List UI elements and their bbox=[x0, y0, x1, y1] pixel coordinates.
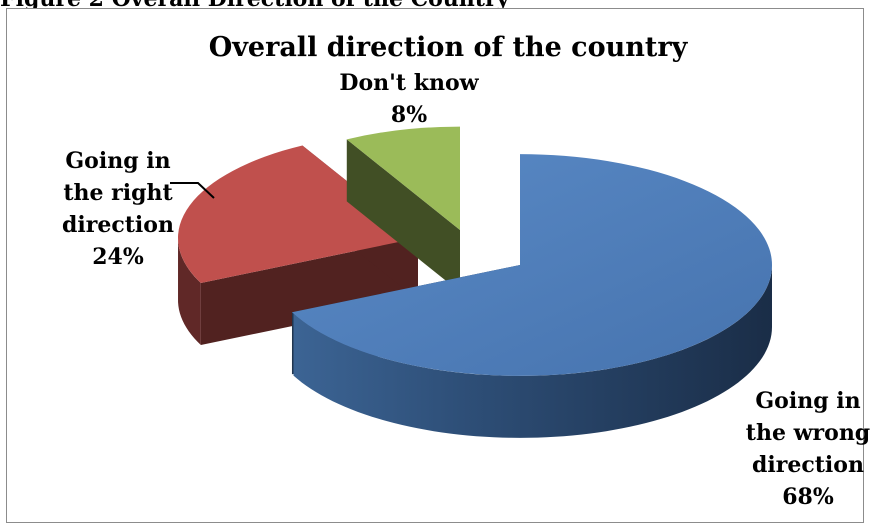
slice-wall bbox=[200, 238, 418, 345]
slice-going-in-the-wrong-direction bbox=[291, 154, 772, 438]
slice-label: Going in the wrong direction 68% bbox=[746, 388, 870, 510]
slice-label-line: direction bbox=[752, 452, 864, 478]
slice-label-line: Don't know bbox=[339, 70, 479, 96]
slice-label-line: 68% bbox=[782, 484, 834, 510]
slice-label-line: 24% bbox=[92, 244, 144, 270]
pie-slices bbox=[178, 126, 772, 438]
slice-top bbox=[291, 154, 772, 376]
slice-don-t-know bbox=[346, 126, 460, 292]
slice-going-in-the-right-direction bbox=[178, 145, 418, 345]
slice-label-line: the wrong bbox=[746, 420, 870, 446]
slice-label-line: 8% bbox=[391, 102, 427, 128]
slice-top bbox=[178, 145, 418, 283]
slice-label: Don't know 8% bbox=[339, 70, 479, 128]
slice-label-line: Going in bbox=[65, 148, 170, 174]
chart-title: Overall direction of the country bbox=[209, 32, 689, 63]
slice-label-line: the right bbox=[63, 180, 173, 206]
slice-wall bbox=[346, 139, 460, 292]
slice-label-line: direction bbox=[62, 212, 174, 238]
slice-side bbox=[293, 265, 772, 438]
slice-labels: Going in the wrong direction 68% Going in the… bbox=[62, 70, 870, 510]
slice-top bbox=[346, 126, 460, 230]
slice-side bbox=[178, 236, 201, 345]
leader-line bbox=[170, 182, 215, 199]
slice-label-line: Going in bbox=[755, 388, 860, 414]
slice-label: Going in the right direction 24% bbox=[62, 148, 174, 270]
